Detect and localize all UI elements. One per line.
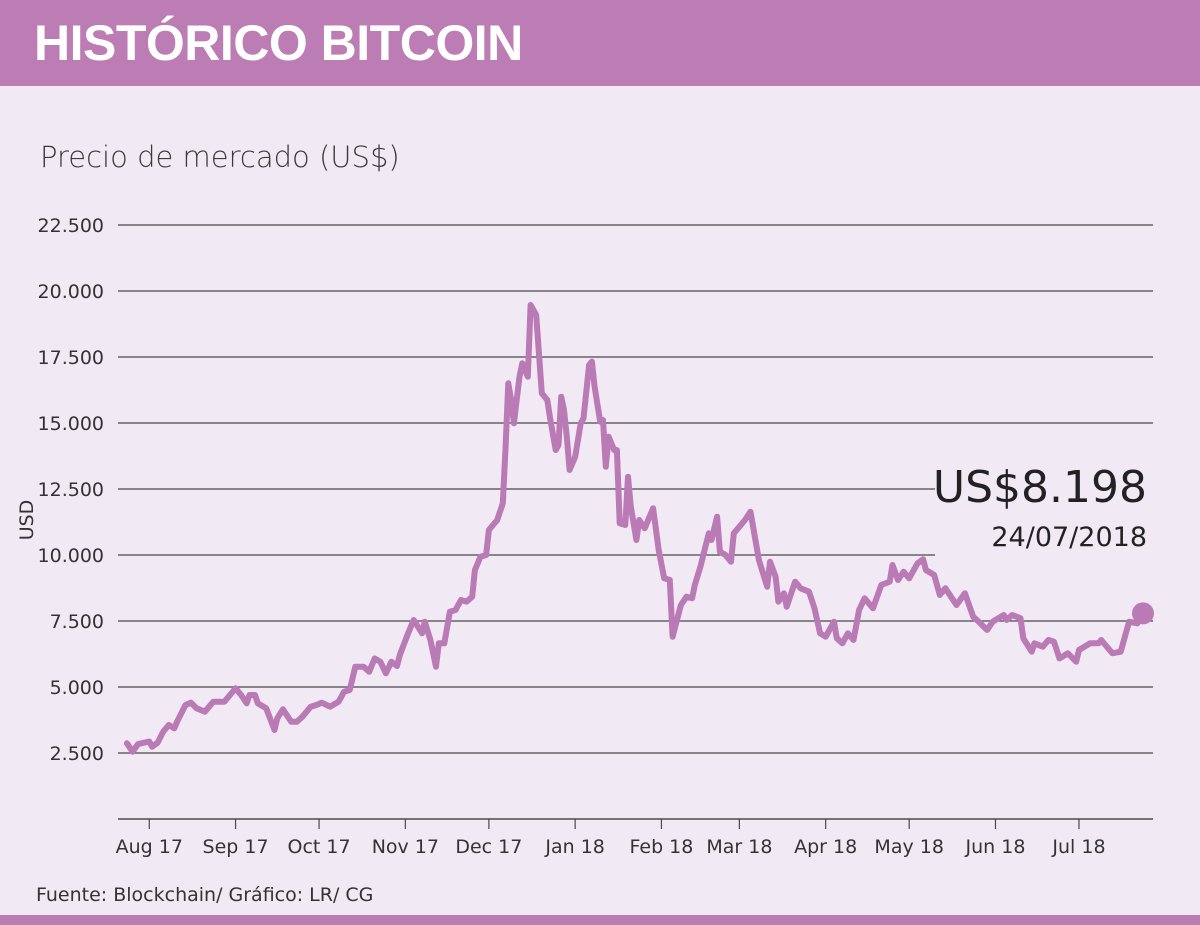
bottom-band <box>0 915 1200 925</box>
x-tick-label: Oct 17 <box>288 836 351 858</box>
last-price-marker <box>1132 602 1154 625</box>
price-line <box>124 302 1146 755</box>
x-tick-label: Dec 17 <box>455 836 522 858</box>
x-tick-label: Jan 18 <box>544 836 605 858</box>
x-tick-label: Apr 18 <box>794 836 857 858</box>
x-tick-label: Jul 18 <box>1051 836 1105 858</box>
header-band: HISTÓRICO BITCOIN <box>0 0 1200 86</box>
annotation-price: US$8.198 <box>933 462 1147 513</box>
x-tick-label: Jun 18 <box>965 836 1026 858</box>
annotation-date: 24/07/2018 <box>991 522 1147 553</box>
x-tick-label: Nov 17 <box>372 836 439 858</box>
page-title: HISTÓRICO BITCOIN <box>34 15 523 71</box>
y-tick-label: 22.500 <box>38 215 104 237</box>
y-axis-label: USD <box>16 500 38 541</box>
source-note: Fuente: Blockchain/ Gráfico: LR/ CG <box>36 884 374 906</box>
y-tick-label: 2.500 <box>50 743 104 765</box>
y-tick-label: 7.500 <box>50 611 104 633</box>
y-tick-label: 15.000 <box>38 413 104 435</box>
x-tick-label: Sep 17 <box>203 836 269 858</box>
x-tick-label: May 18 <box>874 836 944 858</box>
y-tick-label: 10.000 <box>38 545 104 567</box>
x-tick-label: Feb 18 <box>630 836 694 858</box>
y-tick-label: 20.000 <box>38 281 104 303</box>
x-tick-label: Mar 18 <box>706 836 772 858</box>
y-tick-label: 12.500 <box>38 479 104 501</box>
x-tick-label: Aug 17 <box>116 836 183 858</box>
chart-title: Precio de mercado (US$) <box>40 140 400 174</box>
y-tick-label: 17.500 <box>38 347 104 369</box>
y-tick-label: 5.000 <box>50 677 104 699</box>
